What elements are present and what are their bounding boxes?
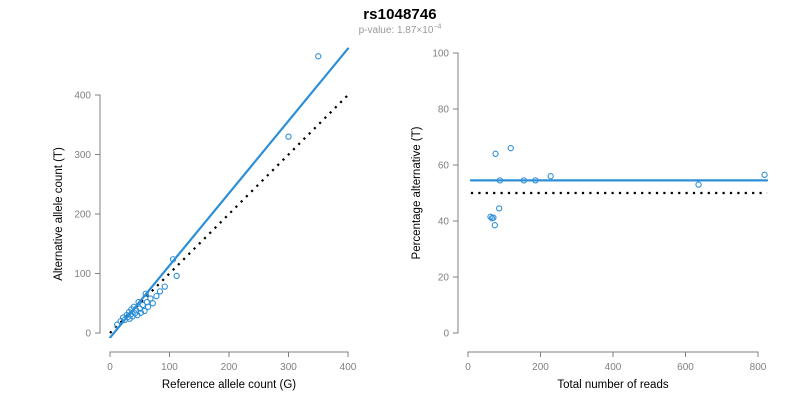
data-point: [496, 205, 503, 212]
y-tick-label: 400: [74, 91, 91, 102]
data-point: [532, 177, 539, 184]
data-point: [173, 272, 180, 280]
data-point: [139, 301, 146, 309]
x-tick-label: 200: [532, 362, 549, 373]
y-tick-label: 60: [438, 161, 450, 172]
x-tick-label: 600: [677, 362, 694, 373]
y-tick-label: 80: [438, 105, 450, 116]
plot-area: [469, 145, 769, 229]
y-tick-label: 200: [74, 210, 91, 221]
data-point: [487, 213, 494, 220]
axes: 0 100 200 300 400 0 100 200 300 400 Reference alle…: [53, 91, 357, 392]
x-tick-label: 200: [221, 362, 238, 373]
data-point: [113, 321, 121, 328]
x-tick-label: 100: [161, 362, 178, 373]
data-point: [141, 307, 148, 315]
data-point: [147, 295, 154, 302]
data-point: [315, 53, 322, 60]
data-point: [547, 173, 554, 180]
data-point: [507, 145, 514, 152]
data-point: [520, 177, 527, 184]
data-point: [491, 222, 498, 229]
axes: 0 200 400 600 800 0 20 40 60 80 100 Total number of…: [411, 49, 767, 392]
x-tick-label: 800: [750, 362, 767, 373]
plot-area: [108, 47, 350, 338]
y-axis-title: Alternative allele count (T): [53, 147, 65, 281]
scatter-panel-reference-vs-alternative: 0 100 200 300 400 0 100 200 300 400 Reference alle…: [53, 47, 357, 392]
data-point: [137, 309, 145, 316]
y-tick-label: 0: [85, 329, 91, 340]
y-axis-line: [453, 52, 459, 334]
y-tick-label: 100: [74, 269, 91, 280]
x-axis-title: Total number of reads: [557, 379, 668, 391]
data-point: [153, 292, 160, 300]
y-tick-label: 20: [438, 273, 450, 284]
x-axis-title: Reference allele count (G): [162, 379, 296, 391]
x-tick-label: 0: [465, 362, 471, 373]
data-point: [285, 133, 292, 140]
data-point: [144, 303, 152, 310]
x-tick-label: 400: [605, 362, 622, 373]
data-point: [142, 290, 149, 297]
fitted-regression-line: [108, 47, 350, 338]
x-tick-label: 300: [280, 362, 297, 373]
x-tick-label: 400: [340, 362, 357, 373]
data-point: [492, 150, 499, 157]
data-point: [169, 256, 177, 263]
y-tick-label: 0: [443, 329, 449, 340]
data-point: [149, 300, 156, 307]
data-point: [135, 298, 142, 306]
data-point: [695, 181, 702, 188]
data-point: [156, 288, 164, 295]
scatter-panel-reads-vs-percentage: 0 200 400 600 800 0 20 40 60 80 100 Total number of…: [411, 49, 769, 392]
y-tick-label: 300: [74, 150, 91, 161]
y-tick-label: 40: [438, 217, 450, 228]
data-point: [490, 214, 497, 221]
reference-diagonal-line: [109, 94, 349, 334]
data-point: [496, 177, 504, 184]
data-point: [761, 171, 768, 178]
data-point: [161, 283, 168, 290]
y-axis-title: Percentage alternative (T): [411, 126, 423, 259]
y-tick-label: 100: [432, 49, 449, 60]
x-tick-label: 0: [107, 362, 113, 373]
